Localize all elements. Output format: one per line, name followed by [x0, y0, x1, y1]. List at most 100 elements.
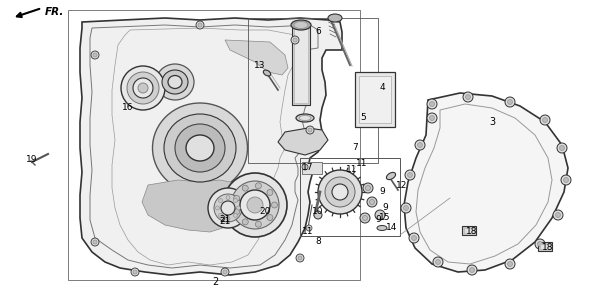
Ellipse shape [386, 172, 395, 180]
Text: 17: 17 [302, 163, 314, 172]
Circle shape [561, 175, 571, 185]
Circle shape [427, 99, 437, 109]
Text: 4: 4 [379, 83, 385, 92]
Text: 8: 8 [315, 237, 321, 247]
Circle shape [433, 257, 443, 267]
Ellipse shape [156, 64, 194, 100]
Circle shape [535, 239, 545, 249]
Bar [292, 25, 310, 105]
Circle shape [318, 170, 362, 214]
Circle shape [559, 145, 565, 150]
Circle shape [411, 235, 417, 240]
Ellipse shape [162, 70, 188, 94]
Circle shape [430, 116, 434, 120]
Circle shape [418, 142, 422, 147]
Ellipse shape [186, 135, 214, 161]
Circle shape [218, 213, 222, 217]
Bar [355, 72, 395, 127]
Circle shape [221, 201, 235, 215]
Circle shape [553, 210, 563, 220]
Circle shape [234, 199, 237, 203]
Polygon shape [278, 128, 328, 155]
Circle shape [223, 270, 227, 274]
Text: 18: 18 [542, 244, 554, 253]
Circle shape [93, 240, 97, 244]
Ellipse shape [152, 103, 247, 193]
Circle shape [363, 183, 373, 193]
Bar [462, 226, 476, 235]
Circle shape [542, 117, 548, 123]
Circle shape [537, 241, 542, 247]
Circle shape [306, 225, 312, 231]
Circle shape [240, 190, 270, 220]
Circle shape [362, 216, 368, 221]
Circle shape [133, 78, 153, 98]
Circle shape [234, 213, 237, 217]
Text: 11: 11 [302, 228, 314, 237]
Circle shape [375, 210, 385, 220]
Text: 14: 14 [386, 224, 398, 232]
Circle shape [242, 219, 248, 225]
Circle shape [557, 143, 567, 153]
Text: 16: 16 [122, 104, 134, 113]
Circle shape [237, 206, 241, 210]
Circle shape [138, 83, 148, 93]
Circle shape [218, 199, 222, 203]
Circle shape [133, 270, 137, 274]
Bar [68, 10, 360, 280]
Circle shape [367, 197, 377, 207]
Circle shape [121, 66, 165, 110]
Bar [540, 244, 550, 249]
Text: 9: 9 [375, 216, 381, 225]
Circle shape [466, 95, 470, 100]
Polygon shape [225, 40, 288, 75]
Circle shape [308, 128, 312, 132]
Polygon shape [80, 18, 342, 275]
Text: 2: 2 [212, 277, 218, 287]
Polygon shape [404, 93, 568, 272]
Text: 20: 20 [260, 207, 271, 216]
Circle shape [332, 184, 348, 200]
Circle shape [405, 170, 415, 180]
Circle shape [221, 268, 229, 276]
Circle shape [234, 195, 240, 201]
Circle shape [556, 213, 560, 218]
Circle shape [242, 185, 248, 191]
Bar [538, 242, 552, 251]
Circle shape [408, 172, 412, 178]
Text: 9: 9 [379, 188, 385, 197]
Circle shape [302, 164, 308, 170]
Circle shape [234, 209, 240, 215]
Ellipse shape [168, 76, 182, 88]
Circle shape [563, 178, 569, 182]
Circle shape [306, 126, 314, 134]
Ellipse shape [291, 20, 311, 30]
Circle shape [507, 262, 513, 266]
Text: 7: 7 [352, 144, 358, 153]
Ellipse shape [164, 114, 236, 182]
Bar [464, 228, 474, 233]
Circle shape [208, 188, 248, 228]
Ellipse shape [294, 21, 308, 29]
Circle shape [267, 215, 273, 221]
Text: 6: 6 [315, 27, 321, 36]
Circle shape [430, 101, 434, 107]
Circle shape [463, 92, 473, 102]
Ellipse shape [175, 124, 225, 172]
Text: FR.: FR. [45, 7, 64, 17]
Circle shape [415, 140, 425, 150]
Circle shape [404, 206, 408, 210]
Circle shape [255, 183, 261, 189]
Ellipse shape [377, 225, 387, 231]
Circle shape [540, 115, 550, 125]
Ellipse shape [328, 14, 342, 22]
Circle shape [127, 72, 159, 104]
Text: 11: 11 [356, 160, 368, 169]
Circle shape [255, 221, 261, 227]
Text: 10: 10 [312, 207, 324, 216]
Circle shape [435, 259, 441, 265]
Circle shape [91, 238, 99, 246]
Circle shape [467, 265, 477, 275]
Bar [359, 76, 391, 123]
Text: 5: 5 [360, 113, 366, 123]
